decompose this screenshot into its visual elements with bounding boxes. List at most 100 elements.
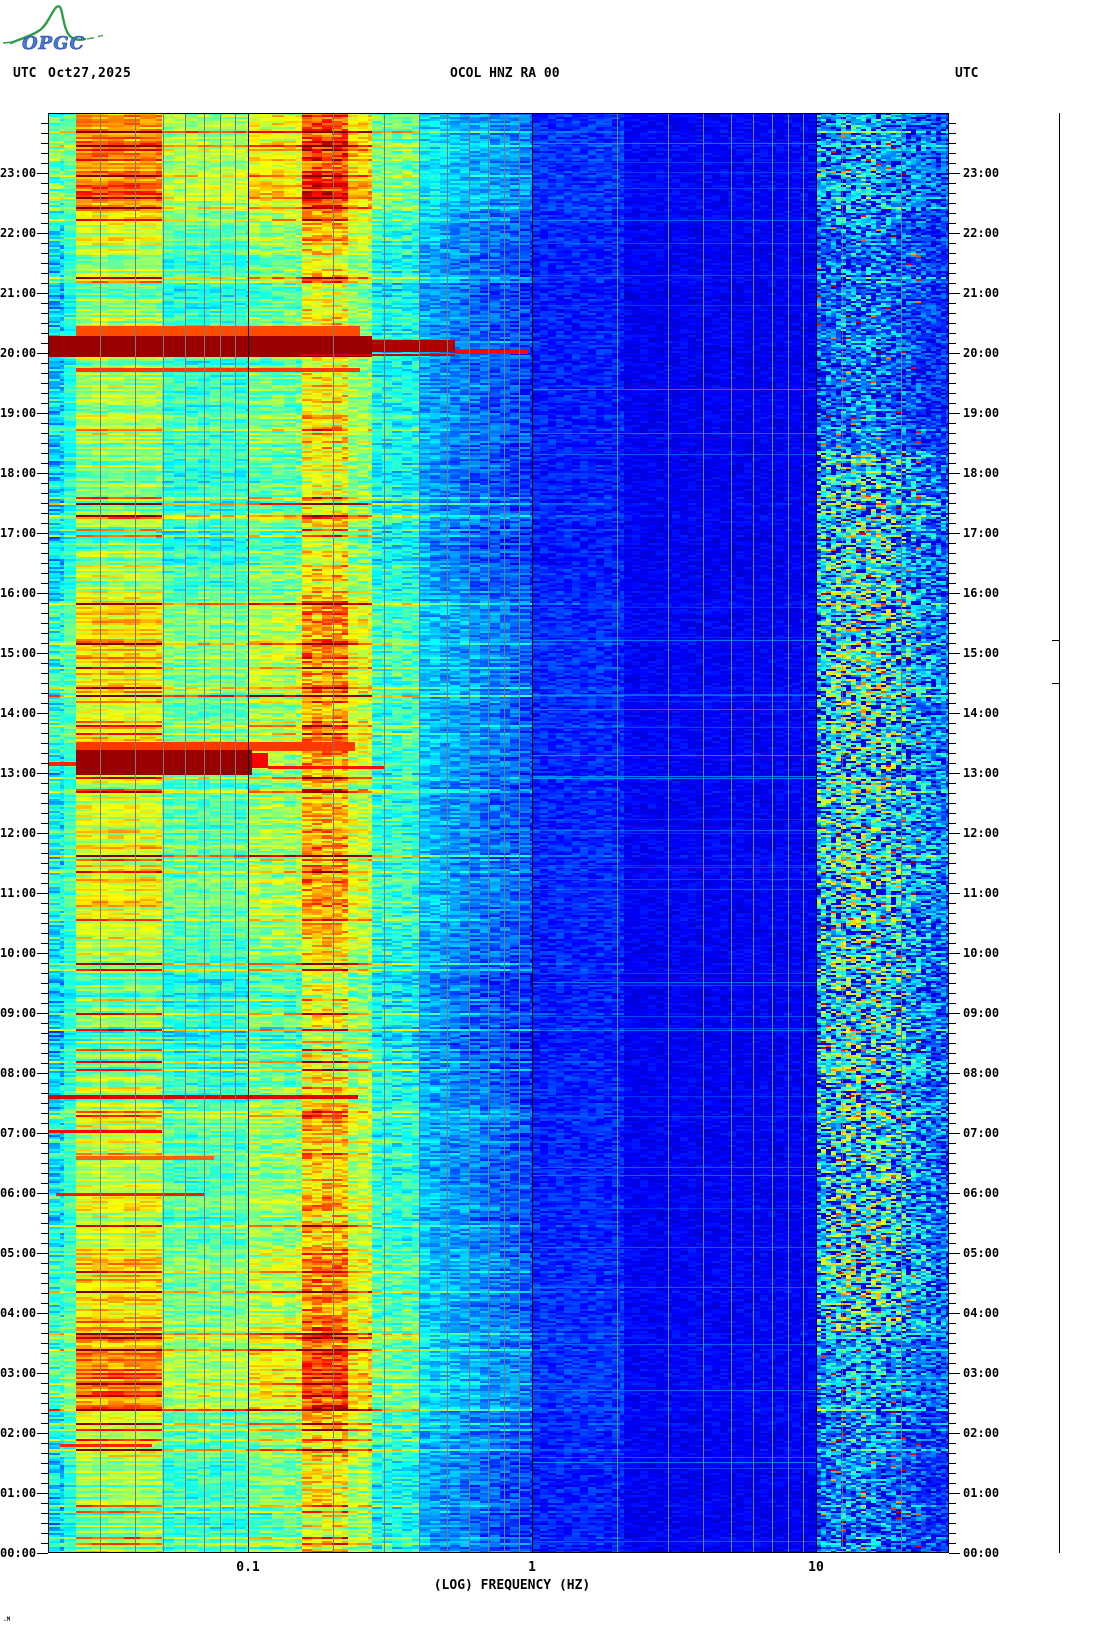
time-tick	[949, 1483, 956, 1484]
time-tick	[41, 443, 48, 444]
time-tick	[41, 1443, 48, 1444]
time-tick	[41, 373, 48, 374]
time-tick	[41, 303, 48, 304]
time-tick	[41, 763, 48, 764]
time-label-right: 09:00	[963, 1006, 1000, 1020]
time-tick	[949, 1093, 956, 1094]
time-tick	[41, 333, 48, 334]
time-tick	[949, 693, 956, 694]
time-tick	[949, 813, 956, 814]
time-tick	[949, 133, 956, 134]
time-tick	[949, 1223, 956, 1224]
time-tick	[41, 783, 48, 784]
time-label-left: 01:00	[0, 1486, 37, 1500]
time-tick	[949, 1063, 956, 1064]
time-label-right: 16:00	[963, 586, 1000, 600]
time-tick	[41, 1383, 48, 1384]
time-tick	[949, 453, 956, 454]
time-tick	[41, 1523, 48, 1524]
time-tick	[949, 213, 956, 214]
time-tick	[41, 673, 48, 674]
time-tick	[41, 133, 48, 134]
time-tick	[41, 1203, 48, 1204]
time-tick	[41, 523, 48, 524]
time-tick	[37, 1553, 48, 1554]
time-tick	[949, 1453, 956, 1454]
time-tick	[949, 1373, 960, 1374]
time-tick	[41, 1113, 48, 1114]
time-tick	[41, 493, 48, 494]
time-label-right: 06:00	[963, 1186, 1000, 1200]
time-tick	[949, 853, 956, 854]
time-tick	[949, 643, 956, 644]
time-label-right: 19:00	[963, 406, 1000, 420]
time-tick	[41, 1393, 48, 1394]
logo-volcano-curve	[9, 5, 87, 45]
time-label-left: 04:00	[0, 1306, 37, 1320]
time-tick	[41, 483, 48, 484]
time-tick	[41, 223, 48, 224]
time-tick	[949, 1343, 956, 1344]
time-tick	[949, 1133, 960, 1134]
time-tick	[41, 313, 48, 314]
date-label: Oct27,2025	[48, 66, 132, 81]
time-tick	[949, 313, 956, 314]
time-label-left: 22:00	[0, 226, 37, 240]
time-tick	[949, 893, 960, 894]
time-tick	[949, 173, 960, 174]
time-tick	[949, 933, 956, 934]
time-tick	[41, 553, 48, 554]
time-tick	[949, 1083, 956, 1084]
time-tick	[949, 1543, 956, 1544]
time-tick	[41, 343, 48, 344]
time-tick	[949, 183, 956, 184]
time-tick	[41, 463, 48, 464]
time-tick	[41, 253, 48, 254]
time-tick	[949, 1443, 956, 1444]
time-label-left: 11:00	[0, 886, 37, 900]
time-tick	[949, 233, 960, 234]
freq-tick-label: 10	[808, 1560, 824, 1575]
time-tick	[41, 723, 48, 724]
time-tick	[949, 583, 956, 584]
time-tick	[41, 1503, 48, 1504]
time-tick	[949, 833, 960, 834]
time-tick	[949, 803, 956, 804]
time-tick	[41, 183, 48, 184]
spectrogram-canvas	[48, 113, 949, 1553]
time-tick	[41, 1033, 48, 1034]
time-label-left: 17:00	[0, 526, 37, 540]
time-tick	[41, 123, 48, 124]
time-tick	[949, 1503, 956, 1504]
time-tick	[949, 463, 956, 464]
time-tick	[37, 773, 48, 774]
time-tick	[41, 693, 48, 694]
time-tick	[41, 543, 48, 544]
time-tick	[949, 203, 956, 204]
time-tick	[41, 1463, 48, 1464]
time-tick	[41, 1273, 48, 1274]
time-label-right: 21:00	[963, 286, 1000, 300]
time-tick	[41, 1233, 48, 1234]
utc-label-left: UTC	[13, 66, 37, 81]
time-tick	[949, 563, 956, 564]
time-tick	[41, 793, 48, 794]
time-tick	[37, 1193, 48, 1194]
time-tick	[949, 1323, 956, 1324]
time-tick	[949, 1493, 960, 1494]
time-tick	[949, 1293, 956, 1294]
time-tick	[41, 623, 48, 624]
time-tick	[949, 333, 956, 334]
time-tick	[949, 1163, 956, 1164]
freq-tick-label: 0.1	[236, 1560, 260, 1575]
time-tick	[41, 1263, 48, 1264]
time-tick	[41, 1423, 48, 1424]
time-tick	[949, 1013, 960, 1014]
time-tick	[41, 1213, 48, 1214]
time-label-right: 14:00	[963, 706, 1000, 720]
time-tick	[949, 253, 956, 254]
time-tick	[41, 1333, 48, 1334]
time-tick	[41, 1303, 48, 1304]
time-tick	[949, 353, 960, 354]
time-tick	[949, 373, 956, 374]
